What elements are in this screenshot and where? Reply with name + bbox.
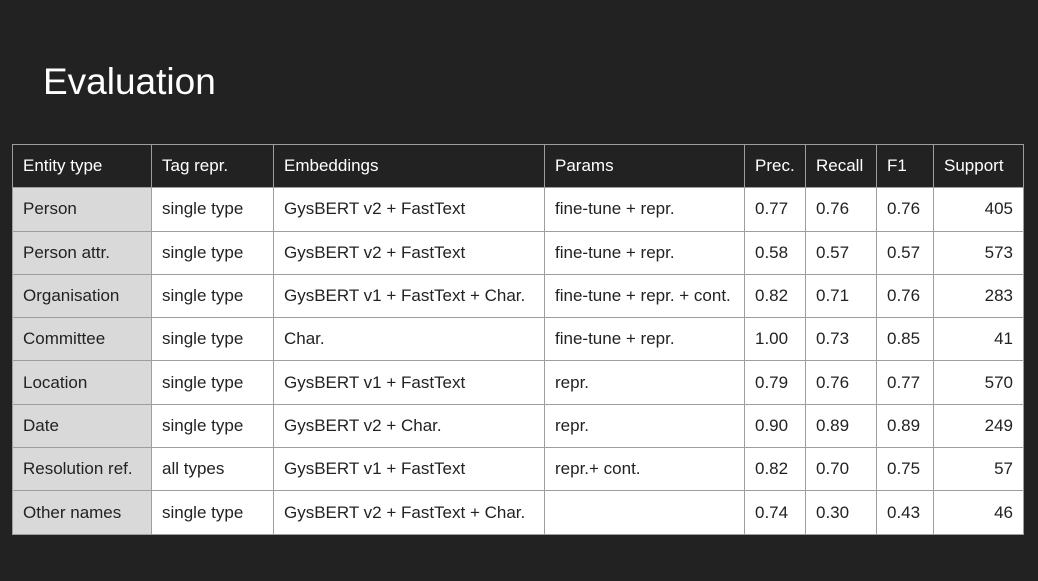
cell-tag-repr: single type [151, 403, 274, 449]
cell-tag-repr: single type [151, 360, 274, 405]
cell-embeddings: GysBERT v2 + FastText [273, 187, 545, 232]
cell-params: repr.+ cont. [544, 447, 745, 492]
table-row: Other names single type GysBERT v2 + Fas… [12, 490, 1024, 535]
cell-f1: 0.76 [876, 273, 934, 319]
cell-entity-type: Date [12, 403, 152, 449]
table-header-row: Entity type Tag repr. Embeddings Params … [12, 143, 1024, 189]
cell-recall: 0.89 [805, 403, 877, 449]
cell-entity-type: Resolution ref. [12, 447, 152, 492]
cell-recall: 0.71 [805, 273, 877, 319]
cell-precision: 0.90 [744, 403, 806, 449]
header-params: Params [544, 143, 745, 189]
slide-title: Evaluation [43, 61, 216, 102]
header-precision: Prec. [744, 143, 806, 189]
cell-f1: 0.43 [876, 490, 934, 535]
cell-precision: 0.77 [744, 187, 806, 232]
cell-tag-repr: single type [151, 490, 274, 535]
cell-entity-type: Other names [12, 490, 152, 535]
cell-recall: 0.76 [805, 187, 877, 232]
cell-recall: 0.73 [805, 317, 877, 362]
cell-f1: 0.76 [876, 187, 934, 232]
cell-f1: 0.75 [876, 447, 934, 492]
cell-recall: 0.57 [805, 230, 877, 275]
cell-entity-type: Person [12, 187, 152, 232]
cell-tag-repr: all types [151, 447, 274, 492]
evaluation-table: Entity type Tag repr. Embeddings Params … [12, 143, 1024, 535]
table-row: Person single type GysBERT v2 + FastText… [12, 187, 1024, 232]
cell-tag-repr: single type [151, 273, 274, 319]
cell-f1: 0.57 [876, 230, 934, 275]
cell-entity-type: Person attr. [12, 230, 152, 275]
cell-entity-type: Location [12, 360, 152, 405]
cell-precision: 0.82 [744, 447, 806, 492]
header-recall: Recall [805, 143, 877, 189]
cell-embeddings: GysBERT v2 + Char. [273, 403, 545, 449]
cell-params: fine-tune + repr. [544, 230, 745, 275]
cell-recall: 0.30 [805, 490, 877, 535]
cell-recall: 0.70 [805, 447, 877, 492]
cell-support: 41 [933, 317, 1024, 362]
table-row: Person attr. single type GysBERT v2 + Fa… [12, 230, 1024, 275]
cell-embeddings: GysBERT v2 + FastText [273, 230, 545, 275]
table-row: Committee single type Char. fine-tune + … [12, 317, 1024, 362]
header-tag-repr: Tag repr. [151, 143, 274, 189]
cell-support: 570 [933, 360, 1024, 405]
cell-embeddings: GysBERT v2 + FastText + Char. [273, 490, 545, 535]
cell-precision: 0.58 [744, 230, 806, 275]
cell-embeddings: GysBERT v1 + FastText + Char. [273, 273, 545, 319]
table-row: Date single type GysBERT v2 + Char. repr… [12, 403, 1024, 449]
cell-precision: 1.00 [744, 317, 806, 362]
cell-f1: 0.77 [876, 360, 934, 405]
cell-embeddings: GysBERT v1 + FastText [273, 447, 545, 492]
cell-support: 46 [933, 490, 1024, 535]
cell-tag-repr: single type [151, 230, 274, 275]
cell-params: repr. [544, 403, 745, 449]
header-embeddings: Embeddings [273, 143, 545, 189]
cell-params: fine-tune + repr. + cont. [544, 273, 745, 319]
cell-support: 249 [933, 403, 1024, 449]
cell-support: 57 [933, 447, 1024, 492]
cell-entity-type: Organisation [12, 273, 152, 319]
cell-embeddings: Char. [273, 317, 545, 362]
cell-precision: 0.79 [744, 360, 806, 405]
cell-precision: 0.82 [744, 273, 806, 319]
cell-embeddings: GysBERT v1 + FastText [273, 360, 545, 405]
table-row: Resolution ref. all types GysBERT v1 + F… [12, 447, 1024, 492]
cell-f1: 0.89 [876, 403, 934, 449]
header-entity-type: Entity type [12, 143, 152, 189]
cell-params: fine-tune + repr. [544, 187, 745, 232]
cell-f1: 0.85 [876, 317, 934, 362]
cell-precision: 0.74 [744, 490, 806, 535]
cell-support: 405 [933, 187, 1024, 232]
cell-support: 283 [933, 273, 1024, 319]
table-row: Location single type GysBERT v1 + FastTe… [12, 360, 1024, 405]
cell-tag-repr: single type [151, 187, 274, 232]
cell-tag-repr: single type [151, 317, 274, 362]
header-f1: F1 [876, 143, 934, 189]
cell-params: fine-tune + repr. [544, 317, 745, 362]
cell-support: 573 [933, 230, 1024, 275]
cell-recall: 0.76 [805, 360, 877, 405]
cell-entity-type: Committee [12, 317, 152, 362]
cell-params: repr. [544, 360, 745, 405]
header-support: Support [933, 143, 1024, 189]
table-row: Organisation single type GysBERT v1 + Fa… [12, 273, 1024, 319]
cell-params [544, 490, 745, 535]
